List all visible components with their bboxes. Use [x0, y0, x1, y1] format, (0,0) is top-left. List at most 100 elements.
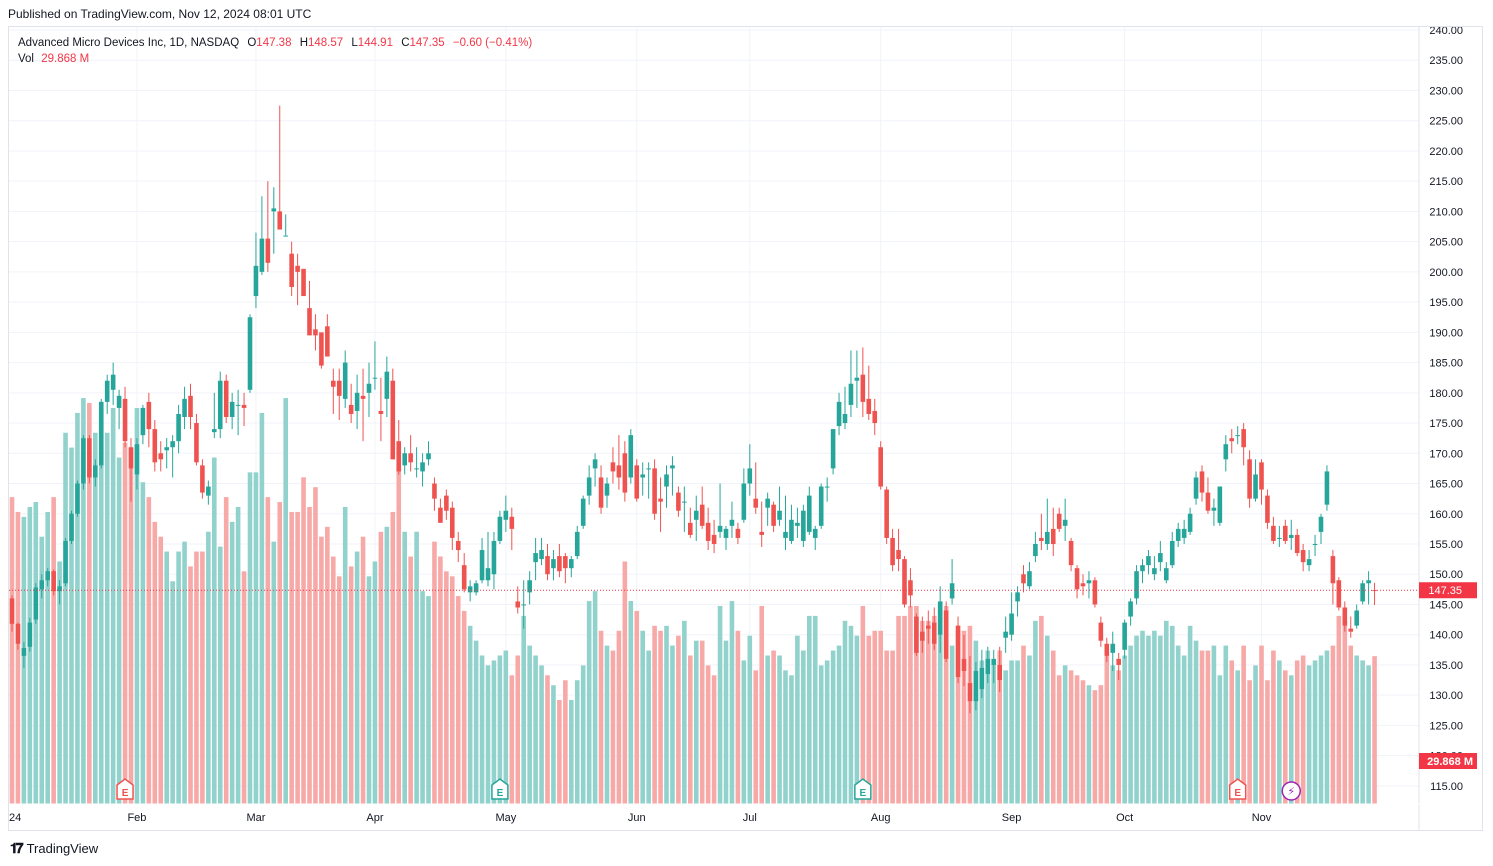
- candle-body: [1336, 580, 1342, 608]
- candle-body: [717, 525, 723, 532]
- volume-bar: [93, 432, 98, 804]
- earnings-flag-icon[interactable]: E: [491, 778, 509, 800]
- candle-body: [325, 326, 330, 357]
- volume-bar: [426, 596, 431, 804]
- time-tick-label: Jul: [743, 812, 757, 824]
- price-tick-label: 200.00: [1429, 267, 1463, 279]
- candle: [241, 392, 247, 427]
- candle-body: [521, 604, 526, 606]
- candle-body: [753, 498, 759, 508]
- volume-bar: [378, 531, 384, 804]
- candle-body: [289, 253, 294, 287]
- volume-bar: [1336, 615, 1342, 804]
- candle: [1169, 531, 1175, 569]
- volume-bar: [1205, 650, 1211, 804]
- candle: [569, 556, 574, 578]
- candle-body: [580, 498, 586, 526]
- time-tick-label: Oct: [1116, 812, 1133, 824]
- volume-bar: [1330, 645, 1336, 804]
- volume-bar: [539, 665, 544, 804]
- candle-body: [1169, 540, 1175, 566]
- candle-body: [1348, 628, 1354, 632]
- volume-bar: [27, 507, 33, 804]
- volume-bar: [313, 487, 318, 804]
- candle: [1336, 577, 1342, 611]
- volume-bar: [295, 511, 300, 804]
- low-value: 144.91: [357, 37, 393, 49]
- candle: [902, 556, 907, 608]
- candle-body: [961, 658, 967, 671]
- candle-body: [699, 504, 705, 526]
- candle: [777, 486, 782, 526]
- candle: [426, 441, 431, 466]
- candle: [39, 574, 45, 599]
- candle-body: [164, 447, 169, 451]
- volume-bar: [1045, 635, 1050, 804]
- candle: [1116, 652, 1121, 681]
- footer-brand[interactable]: 𝟏𝟕 TradingView: [10, 840, 98, 857]
- time-axis[interactable]: 2024 Feb Mar Apr May Jun Jul Aug Sep Oct Nov: [9, 812, 1272, 824]
- earnings-flag-icon[interactable]: E: [1228, 778, 1247, 800]
- candle-body: [1265, 495, 1270, 523]
- earnings-flag-icon[interactable]: E: [116, 778, 134, 800]
- volume-bar: [1074, 675, 1080, 804]
- candlestick-chart[interactable]: E E E E ⚡ 240.00 235.00 230.00 225.00 220.00 215.…: [9, 27, 1482, 830]
- candle-body: [1104, 643, 1110, 656]
- candle: [598, 465, 604, 514]
- volume-bar: [1294, 660, 1300, 804]
- event-markers[interactable]: E E E E ⚡: [116, 778, 1301, 801]
- candle: [45, 568, 50, 587]
- time-tick-label: Mar: [246, 812, 265, 824]
- price-tick-label: 190.00: [1429, 327, 1463, 339]
- candle: [354, 374, 360, 430]
- chart-frame[interactable]: E E E E ⚡ 240.00 235.00 230.00 225.00 220.00 215.…: [8, 26, 1483, 831]
- candle-body: [920, 631, 925, 641]
- time-tick-label: Jun: [628, 812, 646, 824]
- candle: [991, 649, 997, 684]
- high-label: H: [299, 37, 308, 49]
- volume-bar: [384, 526, 390, 804]
- candle-body: [259, 238, 265, 272]
- volume-bars: [9, 398, 1377, 804]
- candle-body: [807, 495, 812, 532]
- volume-bar: [1193, 640, 1199, 804]
- price-tick-label: 240.00: [1429, 27, 1463, 37]
- candle-body: [688, 522, 693, 535]
- volume-bar: [955, 630, 961, 804]
- candle: [283, 214, 288, 237]
- volume-bar: [366, 576, 372, 804]
- candle-body: [604, 483, 610, 496]
- volume-bar: [1324, 650, 1330, 804]
- volume-bar: [646, 650, 651, 804]
- volume-bar: [1033, 620, 1038, 804]
- volume-bar: [1128, 645, 1133, 804]
- candle-body: [1223, 444, 1229, 460]
- lightning-icon[interactable]: ⚡: [1281, 781, 1301, 801]
- volume-bar: [569, 700, 574, 804]
- earnings-flag-icon[interactable]: E: [854, 778, 872, 800]
- symbol-label[interactable]: Advanced Micro Devices Inc, 1D, NASDAQ: [18, 37, 240, 49]
- volume-bar: [336, 576, 342, 804]
- candle: [926, 610, 931, 644]
- candle: [378, 377, 384, 442]
- candle-body: [1009, 613, 1014, 635]
- price-axis[interactable]: 240.00 235.00 230.00 225.00 220.00 215.00 210.…: [1429, 27, 1463, 793]
- candle: [551, 550, 556, 581]
- candle: [33, 583, 39, 624]
- candle-body: [69, 513, 74, 541]
- candle-body: [1306, 559, 1312, 566]
- candle-body: [610, 462, 616, 472]
- volume-bar: [57, 561, 62, 804]
- candle: [420, 453, 425, 487]
- candle: [842, 386, 848, 430]
- candle: [670, 456, 675, 496]
- candle-body: [1211, 507, 1217, 511]
- candle: [1062, 498, 1068, 541]
- candle: [937, 586, 943, 653]
- candle: [967, 655, 973, 714]
- candle-body: [664, 474, 669, 487]
- volume-bar: [1146, 635, 1151, 804]
- candle-body: [1318, 516, 1324, 532]
- candle-body: [902, 559, 907, 605]
- volume-bar: [253, 472, 259, 804]
